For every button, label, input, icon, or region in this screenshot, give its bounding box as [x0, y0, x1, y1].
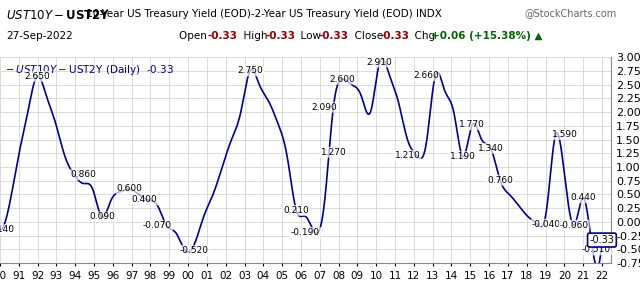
- Text: -0.190: -0.190: [291, 228, 320, 237]
- Text: $UST10Y-$UST2Y: $UST10Y-$UST2Y: [6, 9, 111, 21]
- Text: 1.770: 1.770: [460, 120, 485, 129]
- Text: +0.06 (+15.38%) ▲: +0.06 (+15.38%) ▲: [431, 31, 542, 41]
- Text: -0.070: -0.070: [143, 221, 172, 230]
- Text: Close: Close: [348, 31, 386, 41]
- Text: -0.520: -0.520: [180, 246, 209, 255]
- Text: 0.210: 0.210: [284, 206, 309, 215]
- Text: -0.060: -0.060: [559, 221, 589, 230]
- Text: 10-Year US Treasury Yield (EOD)-2-Year US Treasury Yield (EOD) INDX: 10-Year US Treasury Yield (EOD)-2-Year U…: [83, 9, 442, 19]
- Text: 1.190: 1.190: [450, 152, 476, 161]
- Text: -0.510: -0.510: [582, 245, 611, 255]
- Text: 2.090: 2.090: [311, 103, 337, 112]
- Text: High: High: [237, 31, 271, 41]
- Text: 1.590: 1.590: [552, 130, 578, 139]
- Text: @StockCharts.com: @StockCharts.com: [525, 9, 617, 19]
- Text: 0.400: 0.400: [132, 195, 157, 204]
- Text: 27-Sep-2022: 27-Sep-2022: [6, 31, 73, 41]
- Text: 1.210: 1.210: [395, 151, 420, 160]
- Text: -0.33: -0.33: [380, 31, 410, 41]
- Text: 0.090: 0.090: [89, 212, 115, 221]
- Text: -0.040: -0.040: [532, 220, 561, 229]
- Text: 0.440: 0.440: [571, 193, 596, 202]
- Text: 0.760: 0.760: [487, 176, 513, 185]
- Text: 2.600: 2.600: [330, 75, 355, 84]
- Text: 1.270: 1.270: [321, 148, 346, 157]
- Text: 2.650: 2.650: [24, 72, 50, 81]
- Text: 0.860: 0.860: [70, 170, 96, 179]
- Text: -0.33: -0.33: [589, 235, 614, 245]
- Text: -0.33: -0.33: [266, 31, 296, 41]
- Text: -0.33: -0.33: [208, 31, 238, 41]
- Text: Low: Low: [294, 31, 324, 41]
- Text: 1.340: 1.340: [478, 144, 504, 153]
- Text: 2.750: 2.750: [237, 66, 263, 76]
- Text: Chg: Chg: [408, 31, 438, 41]
- Text: -0.33: -0.33: [319, 31, 349, 41]
- Text: ─ $UST10Y-$UST2Y (Daily)  -0.33: ─ $UST10Y-$UST2Y (Daily) -0.33: [6, 63, 174, 78]
- Text: 2.910: 2.910: [367, 58, 392, 67]
- Text: 0.600: 0.600: [116, 184, 143, 194]
- Text: -0.140: -0.140: [0, 225, 15, 234]
- Text: 2.660: 2.660: [413, 72, 439, 80]
- Text: Open: Open: [179, 31, 211, 41]
